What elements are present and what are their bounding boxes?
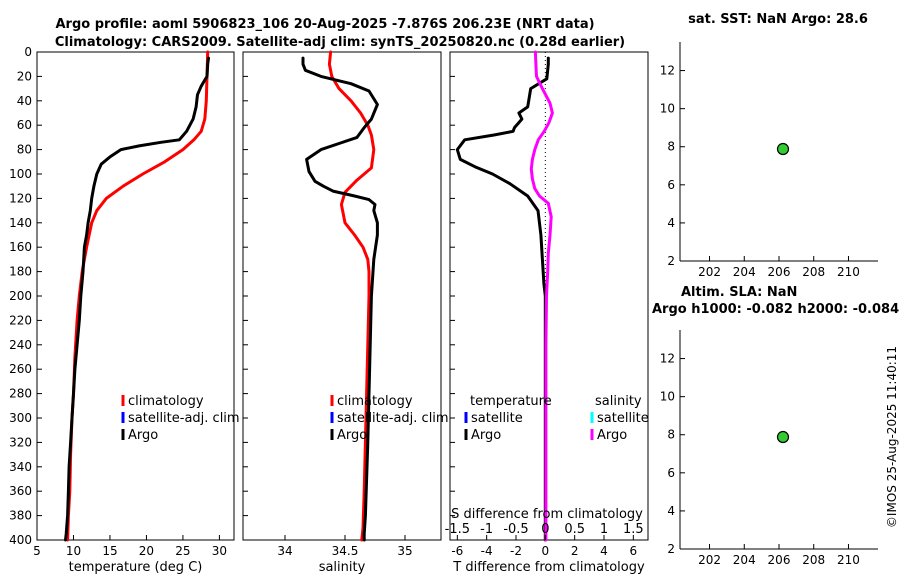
difference-legend-t-satellite-label: satellite: [471, 411, 523, 426]
difference-legend-s-argo-label: Argo: [597, 428, 627, 443]
temperature-legend-argo-label: Argo: [128, 428, 158, 443]
temperature-ytick-label: 0: [24, 45, 32, 59]
temperature-ytick-label: 400: [9, 533, 32, 547]
temperature-xtick-label: 30: [212, 544, 227, 558]
salinity-legend-argo-label: Argo: [337, 428, 367, 443]
temperature-xtick-label: 20: [139, 544, 154, 558]
difference-legend-s-satellite-label: satellite: [597, 411, 649, 426]
difference-secondary-xtick-label: 1: [600, 522, 608, 537]
temperature-line-argo: [64, 56, 210, 542]
temperature-ytick-label: 300: [9, 411, 32, 425]
salinity-axes-frame: [242, 51, 442, 541]
salinity-line-climatology: [327, 50, 376, 542]
difference-xtick-label: -6: [451, 544, 463, 558]
difference-secondary-xtick-label: -1.5: [445, 522, 470, 537]
sst-ytick-label: 4: [667, 216, 675, 230]
sla-ytick-label: 10: [660, 390, 675, 404]
temperature-ytick-label: 40: [17, 94, 32, 108]
temperature-ytick-label: 340: [9, 460, 32, 474]
temperature-ytick-label: 320: [9, 435, 32, 449]
sst-ytick-label: 6: [667, 178, 675, 192]
difference-xtick-label: 2: [571, 544, 579, 558]
sst-ytick-label: 12: [660, 64, 675, 78]
temperature-ytick-label: 240: [9, 338, 32, 352]
sst-point: [776, 142, 790, 156]
difference-line-t-argo: [455, 56, 550, 542]
sla-point: [776, 430, 790, 444]
temperature-ytick-label: 140: [9, 216, 32, 230]
sla-ytick-label: 12: [660, 352, 675, 366]
sla-xtick-label: 210: [837, 553, 860, 567]
temperature-legend-satellite-adj-label: satellite-adj. clim: [128, 411, 240, 426]
difference-secondary-xtick-label: 1.5: [623, 522, 644, 537]
salinity-xlabel: salinity: [319, 560, 366, 575]
difference-legend-t-argo-label: Argo: [471, 428, 501, 443]
temperature-ytick-label: 80: [17, 143, 32, 157]
salinity-xtick-label: 34.5: [332, 544, 359, 558]
temperature-ytick-label: 20: [17, 69, 32, 83]
sla-xtick-label: 206: [768, 553, 791, 567]
sla-ytick-label: 4: [667, 504, 675, 518]
temperature-ytick-label: 100: [9, 167, 32, 181]
difference-xtick-label: 0: [542, 544, 550, 558]
sst-xtick-label: 210: [837, 265, 860, 279]
sst-panel-title: sat. SST: NaN Argo: 28.6: [688, 12, 868, 27]
temperature-ytick-label: 280: [9, 387, 32, 401]
temperature-ytick-label: 160: [9, 240, 32, 254]
difference-xtick-label: 4: [600, 544, 608, 558]
difference-legend-salinity-title: salinity: [595, 394, 642, 409]
figure-title-line1: Argo profile: aoml 5906823_106 20-Aug-20…: [55, 17, 594, 32]
temperature-ytick-label: 380: [9, 509, 32, 523]
sst-ytick-label: 2: [667, 254, 675, 268]
sst-xtick-label: 204: [733, 265, 756, 279]
sst-ytick-label: 8: [667, 140, 675, 154]
salinity-legend-climatology-label: climatology: [337, 394, 413, 409]
sst-xtick-label: 202: [698, 265, 721, 279]
difference-secondary-xlabel: S difference from climatology: [451, 507, 643, 522]
salinity-xtick-label: 35: [397, 544, 412, 558]
sst-xtick-label: 208: [802, 265, 825, 279]
temperature-ytick-label: 220: [9, 313, 32, 327]
difference-xtick-label: 6: [630, 544, 638, 558]
difference-xtick-label: -4: [481, 544, 493, 558]
salinity-line-argo: [301, 56, 379, 542]
difference-secondary-xtick-label: 0: [541, 522, 549, 537]
figure-title-line2: Climatology: CARS2009. Satellite-adj cli…: [55, 35, 625, 50]
temperature-ytick-label: 120: [9, 191, 32, 205]
sla-xtick-label: 208: [802, 553, 825, 567]
temperature-ytick-label: 180: [9, 265, 32, 279]
temperature-ytick-label: 60: [17, 118, 32, 132]
sla-xtick-label: 204: [733, 553, 756, 567]
temperature-xtick-label: 10: [66, 544, 81, 558]
temperature-xtick-label: 15: [102, 544, 117, 558]
temperature-ytick-label: 260: [9, 362, 32, 376]
difference-line-s-argo: [529, 50, 554, 542]
temperature-xlabel: temperature (deg C): [69, 560, 203, 575]
temperature-xtick-label: 25: [175, 544, 190, 558]
temperature-ytick-label: 360: [9, 484, 32, 498]
difference-xtick-label: -2: [510, 544, 522, 558]
difference-secondary-xtick-label: 0.5: [564, 522, 585, 537]
sst-ytick-label: 10: [660, 102, 675, 116]
sla-ytick-label: 6: [667, 466, 675, 480]
sla-panel-title: Altim. SLA: NaN: [681, 285, 797, 300]
sla-panel-subtitle: Argo h1000: -0.082 h2000: -0.084: [652, 302, 899, 317]
sla-xtick-label: 202: [698, 553, 721, 567]
difference-secondary-xtick-label: -0.5: [503, 522, 528, 537]
temperature-ytick-label: 200: [9, 289, 32, 303]
temperature-legend-climatology-label: climatology: [128, 394, 204, 409]
difference-xlabel: T difference from climatology: [452, 560, 645, 575]
salinity-legend-satellite-adj-label: satellite-adj. clim: [337, 411, 449, 426]
sla-ytick-label: 2: [667, 542, 675, 556]
temperature-xtick-label: 5: [33, 544, 41, 558]
salinity-xtick-label: 34: [277, 544, 292, 558]
sla-ytick-label: 8: [667, 428, 675, 442]
sst-xtick-label: 206: [768, 265, 791, 279]
imos-timestamp: ©IMOS 25-Aug-2025 11:40:11: [885, 346, 899, 528]
difference-legend-temperature-title: temperature: [470, 394, 552, 409]
temperature-line-climatology: [66, 50, 210, 542]
difference-secondary-xtick-label: -1: [480, 522, 493, 537]
